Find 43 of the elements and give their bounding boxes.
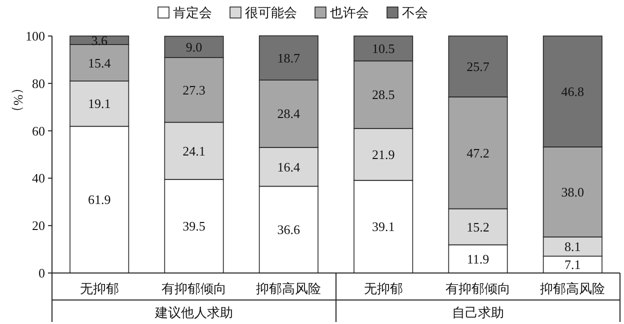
x-tick-label: 有抑郁倾向 [162,281,226,296]
x-tick-label: 抑郁高风险 [256,281,322,296]
text: 39.1 [372,219,395,234]
text: 8.1 [564,239,581,254]
text: 18.7 [277,50,300,66]
text: 21.9 [372,146,395,162]
x-tick-label: 无抑郁 [364,281,403,296]
legend-label: 很可能会 [245,5,297,20]
text: 11.9 [466,251,490,266]
text: 28.5 [372,87,395,102]
text: 36.6 [277,222,300,238]
text: 25.7 [466,58,490,74]
x-tick-label: 无抑郁 [80,281,119,296]
text: 3.6 [91,32,108,48]
text: 19.1 [88,96,111,112]
y-tick-label: 80 [32,76,45,91]
text: 38.0 [561,184,584,200]
text: 7.1 [564,257,581,272]
legend-label: 肯定会 [173,5,212,20]
text: 47.2 [466,145,490,160]
x-tick-label: 抑郁高风险 [540,281,606,296]
y-tick-label: 60 [32,123,45,138]
legend-label: 也许会 [330,5,369,20]
text: 15.4 [88,55,111,70]
text: 自己求助 [452,305,504,320]
text: 15.2 [466,219,490,234]
y-tick-label: 40 [32,170,45,186]
y-tick-label: 100 [26,28,45,44]
x-tick-label: 有抑郁倾向 [446,281,510,296]
text: 39.5 [182,218,206,234]
text: 24.1 [182,143,206,158]
text: 10.5 [372,40,395,56]
text: 28.4 [277,106,300,122]
text: 46.8 [561,84,584,99]
y-axis-title: （%） [11,82,26,118]
legend-label: 不会 [402,5,428,20]
y-tick-label: 0 [38,266,45,280]
text: 27.3 [182,82,206,98]
y-tick-label: 20 [32,218,45,234]
text: 建议他人求助 [154,305,233,320]
text: 16.4 [277,159,300,174]
text: 61.9 [88,192,111,208]
text: 9.0 [186,39,202,54]
